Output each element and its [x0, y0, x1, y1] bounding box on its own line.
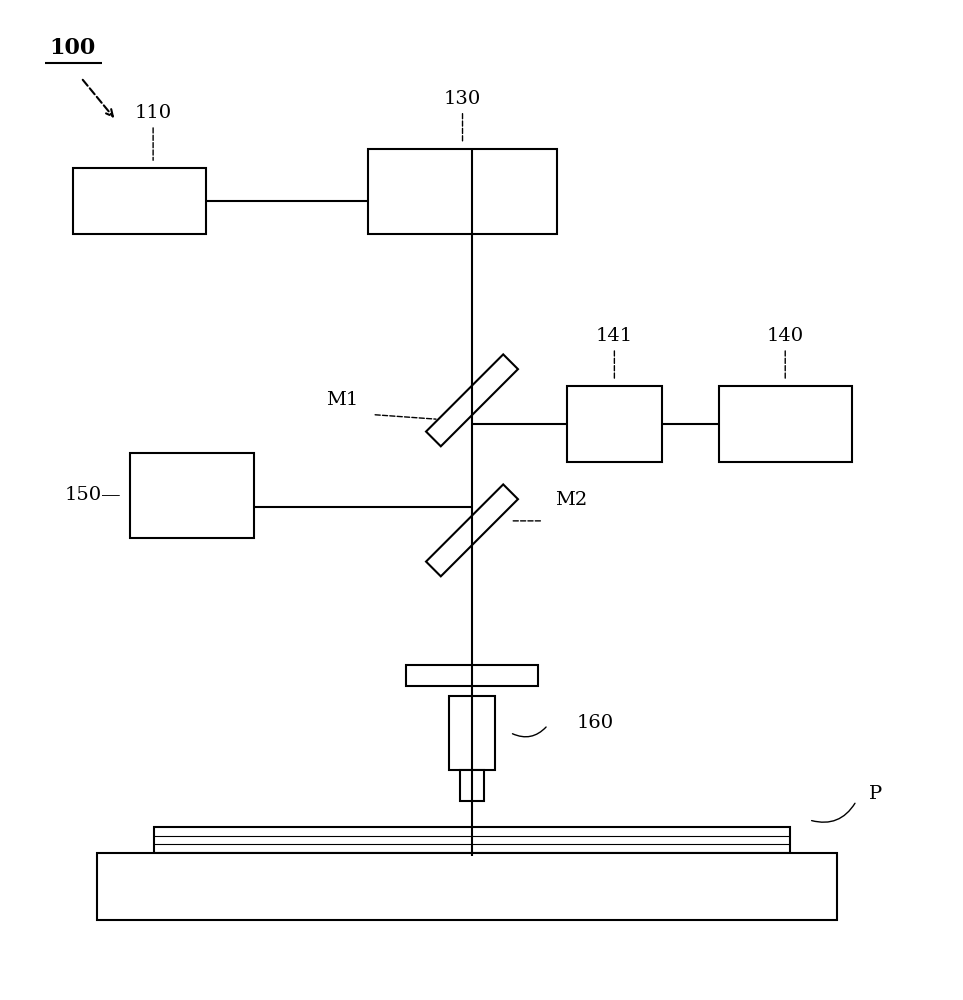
Text: M1: M1 — [325, 391, 358, 409]
Bar — [97, 853, 838, 920]
Bar — [718, 386, 851, 462]
Bar — [567, 386, 662, 462]
Text: 140: 140 — [767, 327, 804, 345]
Text: 141: 141 — [596, 327, 633, 345]
Text: 150—: 150— — [65, 486, 120, 504]
Bar — [130, 453, 253, 538]
Text: 160: 160 — [577, 714, 613, 732]
Bar — [73, 168, 206, 234]
Text: P: P — [869, 785, 882, 803]
Bar — [405, 665, 538, 686]
Bar — [459, 770, 484, 801]
Polygon shape — [426, 354, 518, 446]
Text: 110: 110 — [135, 104, 171, 122]
Bar — [154, 827, 790, 853]
Bar — [449, 696, 495, 770]
Bar — [368, 149, 558, 234]
Polygon shape — [426, 484, 518, 576]
Text: M2: M2 — [555, 491, 586, 509]
Text: 130: 130 — [444, 90, 482, 108]
Text: 100: 100 — [50, 37, 96, 59]
